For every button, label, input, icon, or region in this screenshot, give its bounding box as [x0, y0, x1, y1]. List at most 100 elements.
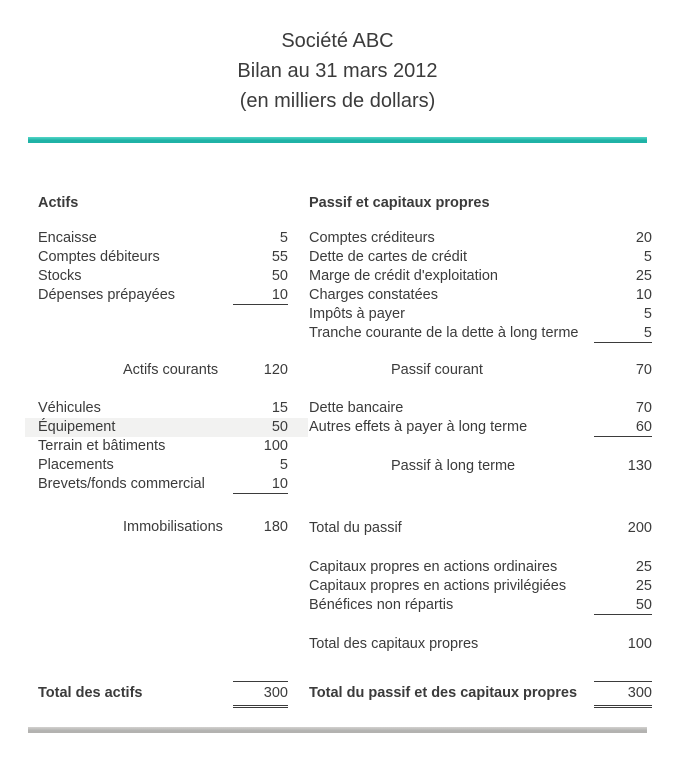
- row-value: 25: [635, 578, 652, 594]
- row-value: 5: [643, 306, 652, 322]
- row-value: 5: [643, 249, 652, 265]
- subtotal-value: 130: [627, 458, 652, 474]
- assets-column: Actifs Encaisse 5 Comptes débiteurs 55 S…: [25, 194, 308, 708]
- subtotal-passif-long-terme: Passif à long terme 130: [309, 457, 652, 476]
- row-label: Total des capitaux propres: [309, 636, 479, 652]
- row-stocks: Stocks 50: [38, 267, 288, 286]
- row-value: 55: [271, 249, 288, 265]
- total-value: 300: [233, 681, 288, 708]
- liabilities-column: Passif et capitaux propres Comptes crédi…: [309, 194, 652, 708]
- bottom-divider-bar: [28, 727, 647, 733]
- total-actifs-row: Total des actifs 300: [38, 681, 288, 708]
- row-label: Stocks: [38, 268, 82, 284]
- row-label: Dépenses prépayées: [38, 287, 176, 303]
- row-capitaux-actions-ordinaires: Capitaux propres en actions ordinaires 2…: [309, 558, 652, 577]
- row-value: 5: [279, 230, 288, 246]
- row-total-capitaux-propres: Total des capitaux propres 100: [309, 635, 652, 654]
- row-label: Dette bancaire: [309, 400, 404, 416]
- row-marge-credit-exploitation: Marge de crédit d'exploitation 25: [309, 267, 652, 286]
- row-label: Comptes créditeurs: [309, 230, 435, 246]
- spacer: [38, 494, 288, 518]
- row-value: 100: [627, 636, 652, 652]
- subtotal-value: 70: [635, 362, 652, 378]
- company-name: Société ABC: [281, 30, 394, 52]
- row-dette-cartes-credit: Dette de cartes de crédit 5: [309, 248, 652, 267]
- row-value: 10: [635, 287, 652, 303]
- subtotal-label: Actifs courants: [123, 362, 219, 378]
- row-label: Impôts à payer: [309, 306, 405, 322]
- spacer: [38, 305, 288, 361]
- row-label: Comptes débiteurs: [38, 249, 160, 265]
- row-capitaux-actions-privilegiees: Capitaux propres en actions privilégiées…: [309, 577, 652, 596]
- units-label: (en milliers de dollars): [239, 90, 436, 112]
- row-label: Capitaux propres en actions ordinaires: [309, 559, 558, 575]
- spacer: [309, 437, 652, 457]
- row-label: Brevets/fonds commercial: [38, 476, 205, 492]
- row-equipement: Équipement 50: [25, 418, 308, 437]
- row-terrain-batiments: Terrain et bâtiments 100: [38, 437, 288, 456]
- row-value: 20: [635, 230, 652, 246]
- row-comptes-debiteurs: Comptes débiteurs 55: [38, 248, 288, 267]
- total-value: 300: [594, 681, 652, 708]
- row-value: 10: [233, 475, 288, 494]
- row-label: Équipement: [38, 419, 116, 435]
- row-impots-a-payer: Impôts à payer 5: [309, 305, 652, 324]
- balance-sheet-columns: Actifs Encaisse 5 Comptes débiteurs 55 S…: [25, 194, 652, 708]
- row-value: 100: [263, 438, 288, 454]
- row-label: Terrain et bâtiments: [38, 438, 166, 454]
- row-encaisse: Encaisse 5: [38, 229, 288, 248]
- subtotal-value: 120: [263, 362, 288, 378]
- statement-title: Bilan au 31 mars 2012: [237, 60, 438, 82]
- row-charges-constatees: Charges constatées 10: [309, 286, 652, 305]
- row-label: Encaisse: [38, 230, 97, 246]
- row-total-du-passif: Total du passif 200: [309, 519, 652, 538]
- spacer: [309, 380, 652, 399]
- total-passif-capitaux-row: Total du passif et des capitaux propres …: [309, 681, 652, 708]
- spacer: [309, 476, 652, 519]
- row-depenses-prepayees: Dépenses prépayées 10: [38, 286, 288, 305]
- row-value: 25: [635, 559, 652, 575]
- subtotal-actifs-courants: Actifs courants 120: [38, 361, 288, 380]
- spacer: [309, 615, 652, 635]
- row-brevets-fonds-commercial: Brevets/fonds commercial 10: [38, 475, 288, 494]
- row-label: Capitaux propres en actions privilégiées: [309, 578, 567, 594]
- top-accent-bar: [28, 137, 647, 143]
- row-label: Tranche courante de la dette à long term…: [309, 325, 579, 341]
- subtotal-value: 180: [263, 519, 288, 535]
- row-label: Autres effets à payer à long terme: [309, 419, 528, 435]
- row-tranche-courante-dette: Tranche courante de la dette à long term…: [309, 324, 652, 343]
- row-value: 60: [594, 418, 652, 437]
- row-value: 15: [271, 400, 288, 416]
- row-value: 70: [635, 400, 652, 416]
- total-label: Total du passif et des capitaux propres: [309, 685, 578, 701]
- row-placements: Placements 5: [38, 456, 288, 475]
- row-label: Placements: [38, 457, 114, 473]
- row-label: Véhicules: [38, 400, 101, 416]
- row-value: 25: [635, 268, 652, 284]
- spacer: [309, 343, 652, 361]
- balance-sheet-page: Société ABC Bilan au 31 mars 2012 (en mi…: [25, 30, 652, 733]
- row-label: Bénéfices non répartis: [309, 597, 454, 613]
- subtotal-immobilisations: Immobilisations 180: [38, 518, 288, 537]
- assets-header: Actifs: [38, 195, 79, 211]
- row-autres-effets-long-terme: Autres effets à payer à long terme 60: [309, 418, 652, 437]
- subtotal-passif-courant: Passif courant 70: [309, 361, 652, 380]
- row-comptes-crediteurs: Comptes créditeurs 20: [309, 229, 652, 248]
- row-value: 50: [271, 419, 288, 435]
- subtotal-label: Passif à long terme: [391, 458, 516, 474]
- subtotal-label: Passif courant: [391, 362, 483, 378]
- total-label: Total des actifs: [38, 685, 143, 701]
- row-vehicules: Véhicules 15: [38, 399, 288, 418]
- row-value: 50: [594, 596, 652, 615]
- row-dette-bancaire: Dette bancaire 70: [309, 399, 652, 418]
- row-value: 200: [627, 520, 652, 536]
- row-value: 10: [233, 286, 288, 305]
- spacer: [38, 380, 288, 399]
- row-benefices-non-repartis: Bénéfices non répartis 50: [309, 596, 652, 615]
- row-value: 50: [271, 268, 288, 284]
- row-value: 5: [279, 457, 288, 473]
- row-label: Dette de cartes de crédit: [309, 249, 467, 265]
- column-gap: [288, 194, 309, 708]
- subtotal-label: Immobilisations: [123, 519, 223, 535]
- row-label: Charges constatées: [309, 287, 438, 303]
